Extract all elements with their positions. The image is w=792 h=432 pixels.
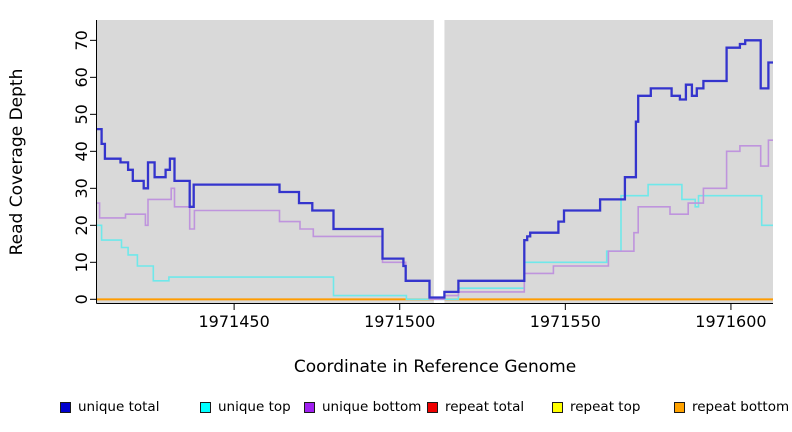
- legend-label: unique total: [78, 399, 160, 415]
- legend-swatch-repeat-bottom: [674, 401, 685, 413]
- series-line-unique-total: [97, 39, 773, 299]
- x-axis-title: Coordinate in Reference Genome: [293, 357, 577, 377]
- legend-swatch-unique-bottom: [304, 401, 315, 413]
- y-tick-label: 50: [72, 104, 91, 124]
- x-tick-label: 1971450: [198, 312, 269, 331]
- legend-item-unique-bottom: unique bottom: [304, 400, 421, 414]
- legend-label: unique top: [218, 399, 291, 415]
- legend-swatch-unique-total: [60, 401, 71, 413]
- x-tick-label: 1971550: [530, 312, 601, 331]
- y-tick-label: 70: [72, 30, 91, 50]
- y-tick-label: 60: [72, 67, 91, 87]
- x-tick-label: 1971600: [695, 312, 766, 331]
- chart-canvas: 1971450 1971500 1971550 1971600 0 10 20 30 40 50 6…: [72, 20, 773, 331]
- legend-item-repeat-bottom: repeat bottom: [674, 400, 789, 414]
- y-axis-title: Read Coverage Depth: [7, 68, 27, 256]
- y-tick-label: 20: [72, 215, 91, 235]
- x-tick-label: 1971500: [364, 312, 435, 331]
- legend-item-repeat-top: repeat top: [552, 400, 640, 414]
- legend-item-unique-total: unique total: [60, 400, 159, 414]
- no-data-band: [433, 20, 445, 303]
- y-tick-label: 10: [72, 252, 91, 272]
- legend-label: repeat bottom: [692, 399, 790, 415]
- series-line-unique-bottom: [97, 139, 773, 301]
- legend-label: repeat total: [445, 399, 525, 415]
- legend-item-unique-top: unique top: [200, 400, 291, 414]
- y-tick-label: 0: [72, 294, 91, 304]
- legend-label: repeat top: [570, 399, 641, 415]
- y-tick-label: 40: [72, 141, 91, 161]
- legend-swatch-repeat-top: [552, 401, 563, 413]
- legend-item-repeat-total: repeat total: [427, 400, 524, 414]
- legend-label: unique bottom: [322, 399, 422, 415]
- y-tick-label: 30: [72, 178, 91, 198]
- legend-swatch-unique-top: [200, 401, 211, 413]
- legend-swatch-repeat-total: [427, 401, 438, 413]
